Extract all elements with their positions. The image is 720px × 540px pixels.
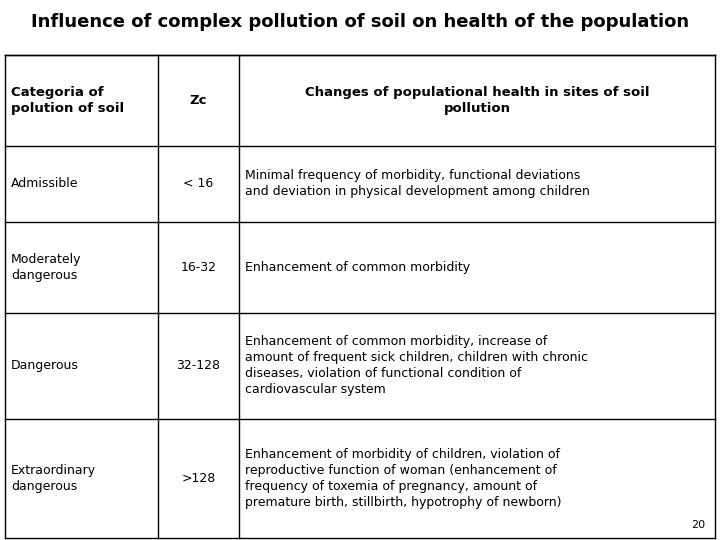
Text: < 16: < 16 [184, 177, 214, 190]
Text: 20: 20 [691, 520, 705, 530]
Text: Extraordinary
dangerous: Extraordinary dangerous [11, 464, 96, 493]
Text: Dangerous: Dangerous [11, 359, 79, 372]
Text: Influence of complex pollution of soil on health of the population: Influence of complex pollution of soil o… [31, 13, 689, 31]
Text: Moderately
dangerous: Moderately dangerous [11, 253, 81, 282]
Text: >128: >128 [181, 472, 215, 485]
Text: Changes of populational health in sites of soil
pollution: Changes of populational health in sites … [305, 86, 649, 115]
Text: Minimal frequency of morbidity, functional deviations
and deviation in physical : Minimal frequency of morbidity, function… [246, 170, 590, 198]
Text: Zc: Zc [190, 94, 207, 107]
Text: 16-32: 16-32 [181, 261, 217, 274]
Text: Enhancement of common morbidity: Enhancement of common morbidity [246, 261, 470, 274]
Text: Admissible: Admissible [11, 177, 78, 190]
Text: Categoria of
polution of soil: Categoria of polution of soil [11, 86, 124, 115]
Text: Enhancement of common morbidity, increase of
amount of frequent sick children, c: Enhancement of common morbidity, increas… [246, 335, 588, 396]
Text: Enhancement of morbidity of children, violation of
reproductive function of woma: Enhancement of morbidity of children, vi… [246, 448, 562, 509]
Text: 32-128: 32-128 [176, 359, 220, 372]
